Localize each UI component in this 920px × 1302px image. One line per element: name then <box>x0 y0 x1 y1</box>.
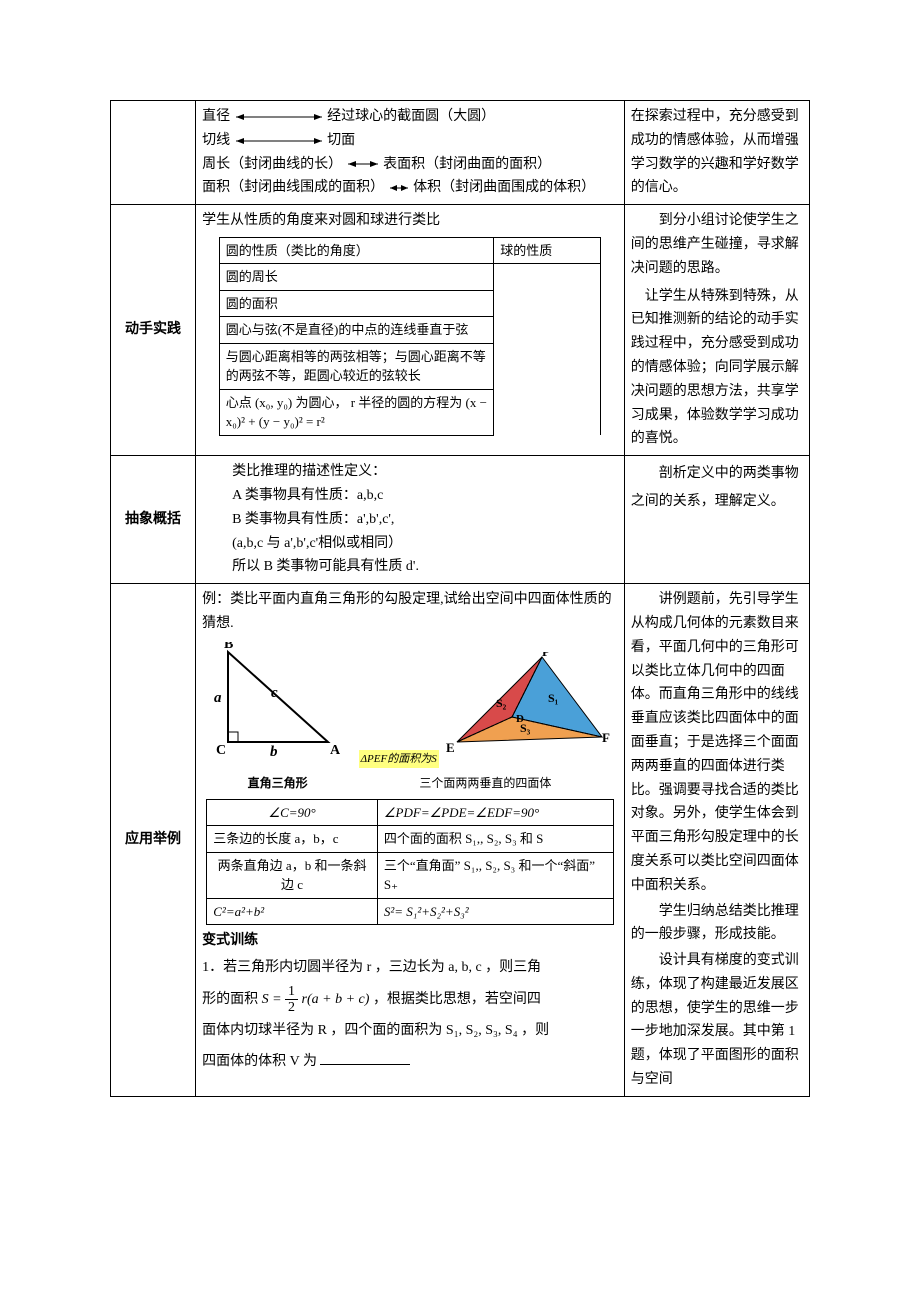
at-r1c2: ∠PDF=∠PDE=∠EDF=90° <box>377 799 613 826</box>
svg-text:a: a <box>214 690 222 706</box>
note-3-p: 剖析定义中的两类事物之间的关系，理解定义。 <box>631 460 803 516</box>
content-examples: 例：类比平面内直角三角形的勾股定理,试给出空间中四面体性质的猜想. B C A … <box>196 584 625 1097</box>
at-r3c1: 两条直角边 a，b 和一条斜边 c <box>207 852 378 898</box>
svg-text:F: F <box>602 730 610 745</box>
arrow-l1-left: 直径 <box>202 109 230 124</box>
analogy-table: ∠C=90° ∠PDF=∠PDE=∠EDF=90° 三条边的长度 a，b，c 四… <box>206 799 613 926</box>
triangle-svg: B C A a b c <box>208 642 348 762</box>
content-arrows: 直径 经过球心的截面圆（大圆） 切线 切面 周长（封闭曲线的长） 表面积（封闭曲… <box>196 101 625 205</box>
at-r4c1: C²=a²+b² <box>207 898 378 925</box>
arrow-l4-left: 面积（封闭曲线围成的面积） <box>202 180 384 195</box>
darrow-icon <box>234 136 324 146</box>
vq1-e: 四面体的体积 V 为 <box>202 1054 317 1069</box>
sphere-col-empty <box>494 264 601 436</box>
figure-tetra: ΔPEF的面积为S P D E F S₁ S₂ S₃ 三个面两两垂直的四面体 <box>359 652 613 793</box>
variant-title: 变式训练 <box>202 929 618 953</box>
at-r2c2: 四个面的面积 S₁,, S₂, S₃ 和 S <box>377 826 613 853</box>
abs-l5: 所以 B 类事物可能具有性质 d'. <box>232 555 618 579</box>
arrow-l2-left: 切线 <box>202 133 230 148</box>
circle-r3: 圆心与弦(不是直径)的中点的连线垂直于弦 <box>219 317 494 344</box>
row-hands-on: 动手实践 学生从性质的角度来对圆和球进行类比 圆的性质（类比的角度） 球的性质 … <box>111 205 810 456</box>
row-header-1 <box>111 101 196 205</box>
row-header-2: 动手实践 <box>111 205 196 456</box>
svg-text:E: E <box>446 740 455 755</box>
svg-text:c: c <box>271 685 278 701</box>
main-table: 直径 经过球心的截面圆（大圆） 切线 切面 周长（封闭曲线的长） 表面积（封闭曲… <box>110 100 810 1097</box>
row-header-4: 应用举例 <box>111 584 196 1097</box>
svg-text:C: C <box>216 743 226 758</box>
example-intro: 例：类比平面内直角三角形的勾股定理,试给出空间中四面体性质的猜想. <box>202 588 618 636</box>
svg-text:P: P <box>542 652 550 659</box>
content-hands-on: 学生从性质的角度来对圆和球进行类比 圆的性质（类比的角度） 球的性质 圆的周长 … <box>196 205 625 456</box>
darrow-icon <box>388 183 410 193</box>
note-2-p1: 到分小组讨论使学生之间的思维产生碰撞，寻求解决问题的思路。 <box>631 209 803 280</box>
svg-text:A: A <box>330 743 341 758</box>
vq1-a: 1．若三角形内切圆半径为 r ，三边长为 a, b, c ，则三角 <box>202 960 541 975</box>
svg-text:S₂: S₂ <box>496 696 507 710</box>
row-abstract: 抽象概括 类比推理的描述性定义： A 类事物具有性质：a,b,c B 类事物具有… <box>111 456 810 584</box>
vq1-c: ，根据类比思想，若空间四 <box>373 992 541 1007</box>
vq1-d: 面体内切球半径为 R ，四个面的面积为 S₁, S₂, S₃, S₄ ，则 <box>202 1023 549 1038</box>
blank-answer[interactable] <box>320 1050 410 1065</box>
figures: B C A a b c 直角三角形 ΔPEF的面积为S <box>202 642 618 793</box>
circle-r1: 圆的周长 <box>219 264 494 291</box>
darrow-icon <box>234 112 324 122</box>
variant-q1: 1．若三角形内切圆半径为 r ，三边长为 a, b, c ，则三角 形的面积 S… <box>202 953 618 1077</box>
abs-l4: (a,b,c 与 a',b',c'相似或相同） <box>232 532 618 556</box>
svg-text:S₁: S₁ <box>548 691 559 705</box>
row-header-3: 抽象概括 <box>111 456 196 584</box>
formula-tail: r(a + b + c) <box>302 992 370 1007</box>
sphere-head: 球的性质 <box>494 237 601 264</box>
note-1: 在探索过程中，充分感受到成功的情感体验，从而增强学习数学的兴趣和学好数学的信心。 <box>624 101 809 205</box>
formula-frac: 12 <box>285 984 298 1016</box>
at-r1c1: ∠C=90° <box>207 799 378 826</box>
note-4-p1: 讲例题前，先引导学生从构成几何体的元素数目来看，平面几何中的三角形可以类比立体几… <box>631 588 803 897</box>
content-abstract: 类比推理的描述性定义： A 类事物具有性质：a,b,c B 类事物具有性质：a'… <box>196 456 625 584</box>
abs-l3: B 类事物具有性质：a',b',c', <box>232 508 618 532</box>
svg-text:S₃: S₃ <box>520 721 531 735</box>
arrow-l1-right: 经过球心的截面圆（大圆） <box>327 109 495 124</box>
at-r3c2: 三个“直角面” S₁,, S₂, S₃ 和一个“斜面” S₊ <box>377 852 613 898</box>
circle-head: 圆的性质（类比的角度） <box>219 237 494 264</box>
abs-l1: 类比推理的描述性定义： <box>232 460 618 484</box>
at-r2c1: 三条边的长度 a，b，c <box>207 826 378 853</box>
row-analogy-arrows: 直径 经过球心的截面圆（大圆） 切线 切面 周长（封闭曲线的长） 表面积（封闭曲… <box>111 101 810 205</box>
figure-triangle: B C A a b c 直角三角形 <box>208 642 348 793</box>
arrow-l4-right: 体积（封闭曲面围成的体积） <box>413 180 595 195</box>
tetra-caption: 三个面两两垂直的四面体 <box>359 773 613 793</box>
note-2: 到分小组讨论使学生之间的思维产生碰撞，寻求解决问题的思路。 让学生从特殊到特殊，… <box>624 205 809 456</box>
abs-l2: A 类事物具有性质：a,b,c <box>232 484 618 508</box>
svg-text:b: b <box>270 744 278 760</box>
circle-r2: 圆的面积 <box>219 290 494 317</box>
hands-on-intro: 学生从性质的角度来对圆和球进行类比 <box>202 209 618 233</box>
arrow-l3-right: 表面积（封闭曲面的面积） <box>383 157 551 172</box>
tetra-top-label: ΔPEF的面积为S <box>359 750 439 769</box>
note-3: 剖析定义中的两类事物之间的关系，理解定义。 <box>624 456 809 584</box>
darrow-icon <box>346 159 380 169</box>
arrow-l2-right: 切面 <box>327 133 355 148</box>
note-4: 讲例题前，先引导学生从构成几何体的元素数目来看，平面几何中的三角形可以类比立体几… <box>624 584 809 1097</box>
vq1-b: 形的面积 <box>202 992 262 1007</box>
arrow-l3-left: 周长（封闭曲线的长） <box>202 157 342 172</box>
triangle-caption: 直角三角形 <box>208 773 348 793</box>
formula-S: S = <box>262 992 282 1007</box>
svg-text:B: B <box>224 642 233 652</box>
note-4-p3: 设计具有梯度的变式训练，体现了构建最近发展区的思想，使学生的思维一步一步地加深发… <box>631 949 803 1092</box>
at-r4c2: S²= S₁²+S₂²+S₃² <box>377 898 613 925</box>
circle-r5: 心点 (x₀, y₀) 为圆心， r 半径的圆的方程为 (x − x₀)² + … <box>219 389 494 435</box>
circle-r4: 与圆心距离相等的两弦相等；与圆心距离不等的两弦不等，距圆心较近的弦较长 <box>219 343 494 389</box>
row-examples: 应用举例 例：类比平面内直角三角形的勾股定理,试给出空间中四面体性质的猜想. B… <box>111 584 810 1097</box>
tetra-svg: P D E F S₁ S₂ S₃ <box>442 652 612 762</box>
note-4-p2: 学生归纳总结类比推理的一般步骤，形成技能。 <box>631 900 803 948</box>
note-2-p2: 让学生从特殊到特殊，从已知推测新的结论的动手实践过程中，充分感受到成功的情感体验… <box>631 285 803 452</box>
circle-sphere-table: 圆的性质（类比的角度） 球的性质 圆的周长 圆的面积 圆心与弦(不是直径)的中点… <box>219 237 601 436</box>
